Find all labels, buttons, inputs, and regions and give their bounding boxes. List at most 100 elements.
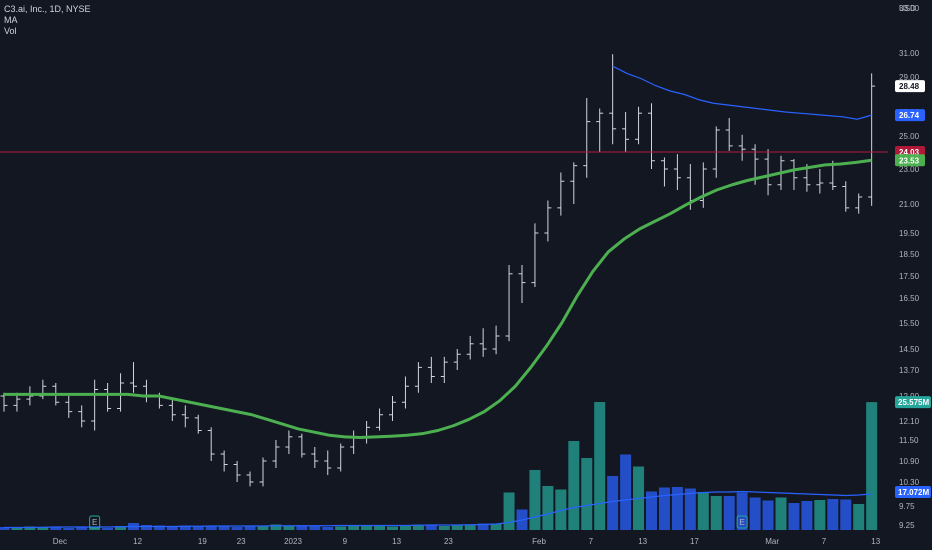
- y-tick-label: 10.30: [899, 478, 920, 487]
- ohlc-bar: [738, 134, 746, 161]
- ohlc-bar: [104, 383, 112, 412]
- x-tick-label: 7: [589, 537, 594, 546]
- volume-bar: [775, 497, 787, 530]
- volume-bar: [529, 470, 541, 530]
- ohlc-bar: [790, 159, 798, 190]
- ohlc-bar: [492, 325, 500, 355]
- x-tick-label: 2023: [284, 537, 302, 546]
- indicator-lines: [0, 65, 888, 529]
- ohlc-bar: [363, 421, 371, 444]
- price-label-vwap: 26.74: [895, 109, 925, 122]
- volume-bar: [723, 496, 735, 530]
- ohlc-bar: [764, 149, 772, 196]
- price-label-bg: [895, 80, 925, 93]
- volume-bar: [374, 525, 386, 530]
- volume-bar: [166, 526, 178, 530]
- volume-bar: [594, 402, 606, 530]
- ohlc-bar: [725, 118, 733, 151]
- volume-bar: [387, 526, 398, 530]
- ohlc-bar: [816, 169, 824, 194]
- ohlc-bar: [65, 396, 73, 418]
- x-tick-label: Dec: [53, 537, 67, 546]
- price-label-last: 28.48: [895, 80, 925, 93]
- volume-bar: [451, 525, 463, 530]
- volume-bar: [322, 527, 334, 530]
- ohlc-bar: [855, 193, 863, 214]
- volume-bar: [399, 525, 411, 530]
- volume-bar: [179, 525, 191, 530]
- ohlc-bar: [39, 379, 47, 400]
- volume-bar: [620, 454, 632, 530]
- volume-bar: [542, 486, 554, 530]
- symbol-title[interactable]: C3.ai, Inc., 1D, NYSE: [4, 4, 91, 14]
- ohlc-bar: [531, 223, 539, 287]
- volume-bar: [115, 526, 127, 530]
- y-tick-label: 17.50: [899, 272, 920, 281]
- y-tick-label: 9.25: [899, 521, 915, 530]
- vwap-line: [612, 65, 872, 120]
- earnings-icon-glyph: E: [739, 518, 744, 527]
- y-tick-label: 21.00: [899, 200, 920, 209]
- volume-bar: [76, 527, 88, 530]
- earnings-icon-frame: [736, 515, 748, 529]
- volume-bar: [840, 499, 852, 530]
- volume-bar: [89, 527, 101, 530]
- ohlc-bar: [78, 405, 86, 428]
- ohlc-bar: [91, 379, 99, 431]
- x-tick-label: 13: [871, 537, 880, 546]
- y-tick-label: 15.50: [899, 319, 920, 328]
- ohlc-bar: [220, 450, 228, 472]
- ohlc-bar: [207, 427, 215, 461]
- axis-currency: USD: [899, 4, 916, 13]
- x-tick-label: 12: [133, 537, 142, 546]
- volume-bar: [244, 526, 256, 530]
- y-tick-label: 12.10: [899, 417, 920, 426]
- ohlc-bar: [142, 379, 150, 403]
- volume-bar: [37, 527, 49, 530]
- moving-average-line: [4, 158, 872, 439]
- volume-bar: [425, 525, 437, 530]
- volume-bar: [581, 458, 593, 530]
- ohlc-bar: [414, 362, 422, 393]
- x-tick-label: 17: [690, 537, 699, 546]
- volume-bar: [412, 524, 424, 530]
- volume-bar: [762, 500, 774, 530]
- axes: USD33.0031.0029.0027.0025.0023.0021.0019…: [53, 4, 931, 546]
- y-tick-label: 10.90: [899, 457, 920, 466]
- volume-bar: [671, 487, 683, 530]
- volume-bar: [658, 487, 670, 530]
- ohlc-bar: [699, 162, 707, 208]
- y-tick-label: 25.00: [899, 132, 920, 141]
- price-label-text: 24.03: [899, 148, 920, 157]
- volume-label-bg: [895, 486, 931, 498]
- volume-bar: [140, 525, 152, 530]
- ma-indicator-label[interactable]: MA: [4, 15, 18, 25]
- volume-bar: [749, 497, 761, 530]
- volume-bar: [50, 527, 62, 530]
- volume-bar: [102, 528, 114, 530]
- ohlc-bar: [298, 433, 306, 458]
- volume-indicator-label[interactable]: Vol: [4, 26, 17, 36]
- volume-bar: [361, 525, 373, 530]
- ohlc-bar: [557, 172, 565, 216]
- earnings-icon-frame: [89, 515, 101, 529]
- ohlc-bar: [466, 336, 474, 360]
- volume-bar: [218, 525, 230, 530]
- volume-bar: [63, 528, 75, 530]
- volume-bar: [684, 488, 696, 530]
- y-tick-label: 11.50: [899, 436, 919, 445]
- y-tick-label: 19.50: [899, 229, 920, 238]
- volume-bar: [555, 489, 567, 530]
- ohlc-bar: [609, 54, 617, 145]
- volume-bar: [736, 492, 748, 530]
- ohlc-bar: [13, 392, 21, 412]
- y-tick-label: 16.50: [899, 294, 920, 303]
- ohlc-bar: [673, 154, 681, 190]
- volume-bar: [490, 523, 502, 530]
- volume-label-text: 17.072M: [898, 488, 929, 497]
- y-tick-label: 14.50: [899, 345, 920, 354]
- x-tick-label: Mar: [765, 537, 779, 546]
- earnings-icon: E: [89, 515, 101, 529]
- ohlc-bar: [376, 408, 384, 431]
